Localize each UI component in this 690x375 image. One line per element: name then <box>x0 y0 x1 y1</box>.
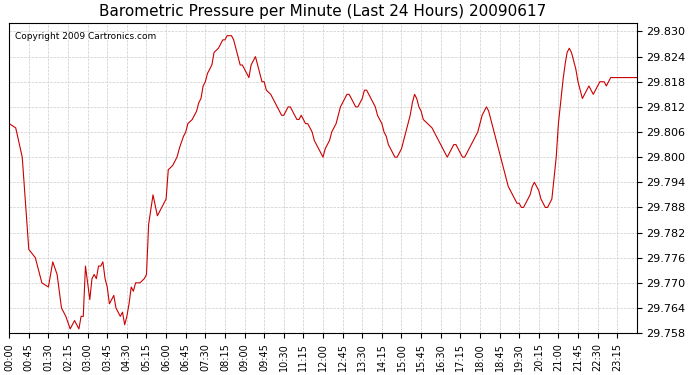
Title: Barometric Pressure per Minute (Last 24 Hours) 20090617: Barometric Pressure per Minute (Last 24 … <box>99 4 546 19</box>
Text: Copyright 2009 Cartronics.com: Copyright 2009 Cartronics.com <box>15 32 157 41</box>
